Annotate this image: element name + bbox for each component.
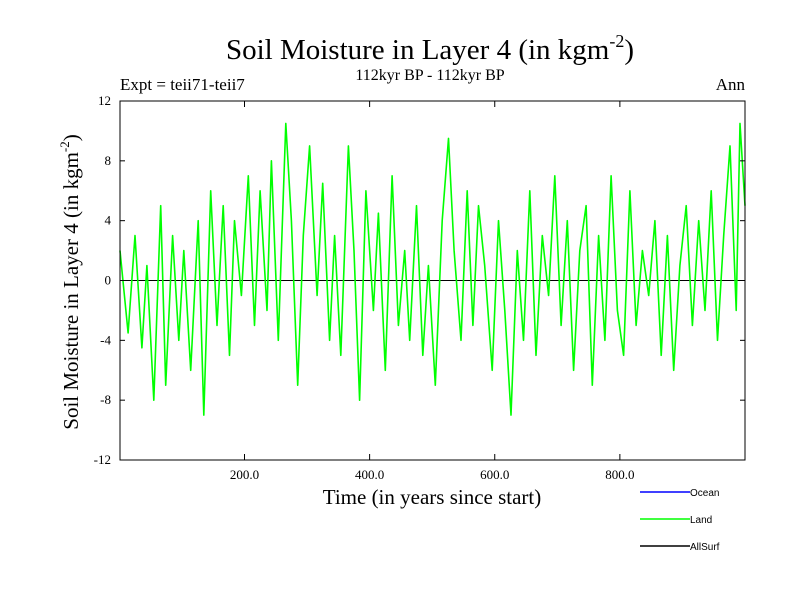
chart-title: Soil Moisture in Layer 4 (in kgm-2) <box>226 31 634 66</box>
y-axis-label-sup: -2 <box>57 141 72 152</box>
legend: Ocean Land AllSurf <box>640 488 720 553</box>
y-tick-label: -12 <box>94 452 111 467</box>
legend-label-ocean: Ocean <box>690 488 719 499</box>
chart-title-sup: -2 <box>609 31 624 51</box>
x-tick-label: 800.0 <box>605 467 634 482</box>
plot-frame <box>119 100 746 461</box>
y-tick-label: -8 <box>100 392 111 407</box>
legend-label-allsurf: AllSurf <box>690 542 720 553</box>
y-axis-label-end: ) <box>59 134 83 141</box>
series-line-land <box>119 122 746 416</box>
chart-title-main: Soil Moisture in Layer 4 (in kgm <box>226 34 610 66</box>
series-layer <box>119 122 746 416</box>
y-axis-label-main: Soil Moisture in Layer 4 (in kgm <box>59 152 83 430</box>
x-axis-label: Time (in years since start) <box>323 485 542 509</box>
y-tick-label: 8 <box>105 153 112 168</box>
legend-label-land: Land <box>690 515 712 526</box>
y-tick-label: -4 <box>100 332 111 347</box>
y-tick-label: 0 <box>105 273 112 288</box>
axis-ticks: -12 -8 -4 0 4 8 12 200.0 400.0 600.0 800.0 <box>94 93 745 482</box>
x-tick-label: 600.0 <box>480 467 509 482</box>
y-axis-label: Soil Moisture in Layer 4 (in kgm-2) <box>57 134 83 429</box>
x-tick-label: 400.0 <box>355 467 384 482</box>
y-tick-label: 4 <box>105 213 112 228</box>
season-label: Ann <box>716 75 746 94</box>
y-tick-label: 12 <box>98 93 111 108</box>
chart-subtitle: 112kyr BP - 112kyr BP <box>355 67 504 84</box>
chart-title-end: ) <box>624 34 634 66</box>
experiment-label: Expt = teii71-teii7 <box>120 75 245 94</box>
x-tick-label: 200.0 <box>230 467 259 482</box>
